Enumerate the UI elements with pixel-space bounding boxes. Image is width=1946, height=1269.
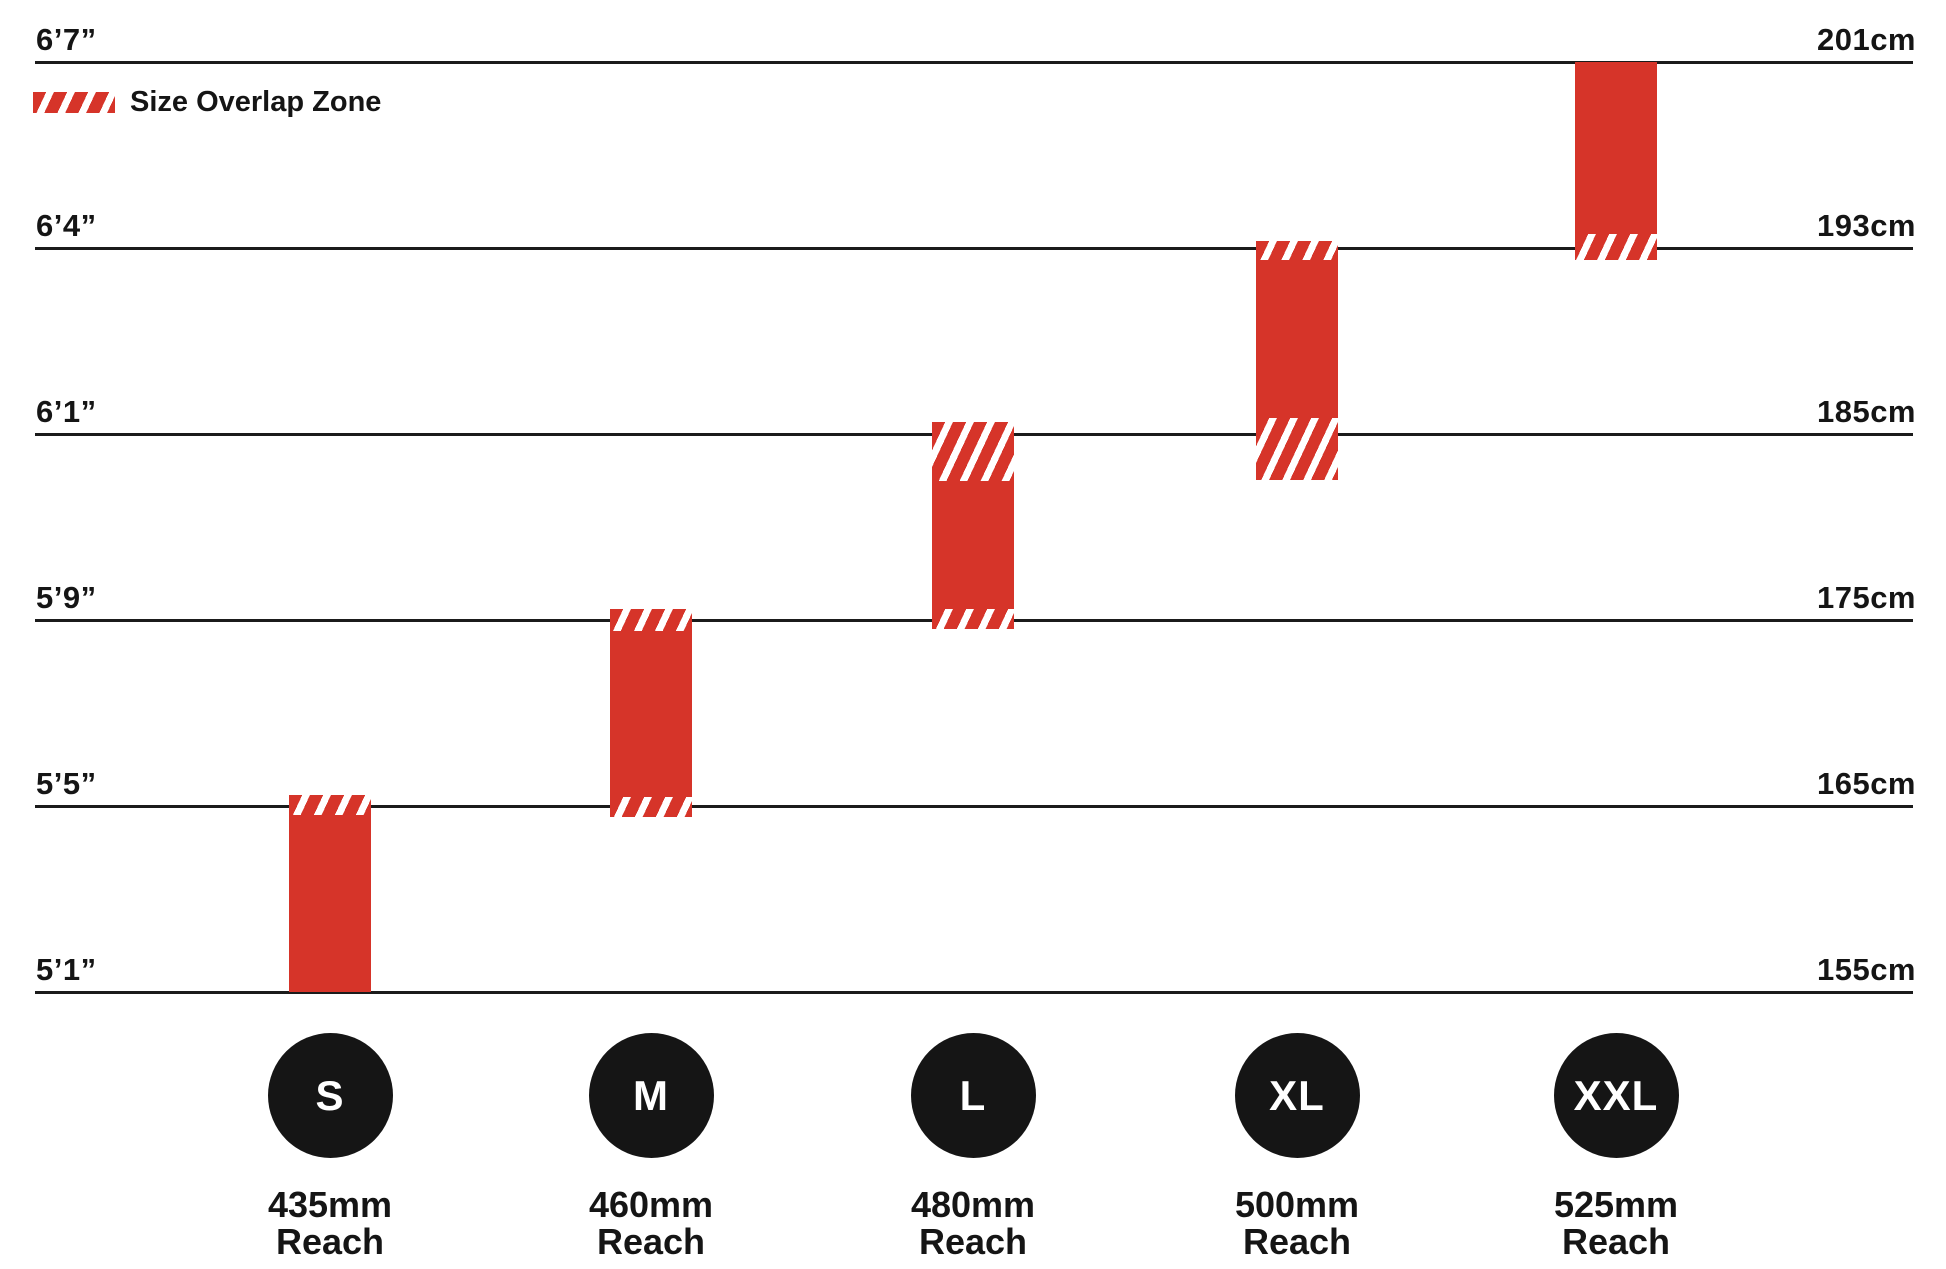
- size-bar-segment-l-overlap: [932, 608, 1014, 630]
- size-bar-segment-l-overlap: [932, 422, 1014, 481]
- size-letter: M: [633, 1071, 669, 1119]
- gridline: [35, 247, 1913, 250]
- size-bar-segment-xl-overlap: [1256, 241, 1338, 260]
- size-circle-s: S: [267, 1033, 393, 1158]
- height-label-left: 5’1”: [36, 952, 97, 987]
- height-label-left: 6’7”: [36, 22, 97, 57]
- legend: Size Overlap Zone: [33, 86, 381, 119]
- height-label-left: 5’9”: [36, 580, 97, 615]
- size-bar-segment-xl-solid: [1256, 259, 1338, 418]
- size-circle-xxl: XXL: [1553, 1033, 1679, 1158]
- size-bar-segment-s-overlap: [289, 794, 371, 816]
- reach-label-s: 435mm Reach: [267, 1184, 393, 1262]
- size-letter: S: [315, 1071, 345, 1119]
- size-bar-segment-m-overlap: [610, 796, 692, 818]
- size-bar-segment-xxl-overlap: [1575, 234, 1657, 260]
- size-circle-l: L: [910, 1033, 1036, 1158]
- height-label-left: 6’4”: [36, 208, 97, 243]
- size-letter: XXL: [1573, 1071, 1659, 1119]
- height-label-left: 6’1”: [36, 394, 97, 429]
- height-label-right: 165cm: [1816, 766, 1916, 801]
- reach-label-l: 480mm Reach: [910, 1184, 1036, 1262]
- reach-label-m: 460mm Reach: [588, 1184, 714, 1262]
- gridline: [35, 805, 1913, 808]
- size-bar-segment-s-solid: [289, 815, 371, 992]
- height-label-right: 155cm: [1816, 952, 1916, 987]
- reach-label-xl: 500mm Reach: [1234, 1184, 1360, 1262]
- height-label-right: 175cm: [1816, 580, 1916, 615]
- size-bar-segment-xl-overlap: [1256, 417, 1338, 481]
- height-label-right: 185cm: [1816, 394, 1916, 429]
- gridline: [35, 991, 1913, 994]
- height-label-right: 193cm: [1816, 208, 1916, 243]
- size-bar-segment-l-solid: [932, 480, 1014, 609]
- size-letter: XL: [1269, 1071, 1325, 1119]
- height-label-left: 5’5”: [36, 766, 97, 801]
- size-circle-xl: XL: [1234, 1033, 1360, 1158]
- size-letter: L: [959, 1071, 987, 1119]
- size-circle-m: M: [588, 1033, 714, 1158]
- size-bar-segment-m-overlap: [610, 608, 692, 632]
- size-bar-segment-m-solid: [610, 631, 692, 797]
- height-label-right: 201cm: [1816, 22, 1916, 57]
- size-bar-segment-xxl-solid: [1575, 62, 1657, 235]
- reach-label-xxl: 525mm Reach: [1553, 1184, 1679, 1262]
- gridline: [35, 61, 1913, 64]
- legend-label: Size Overlap Zone: [130, 86, 382, 118]
- overlap-hatch-swatch: [33, 92, 115, 113]
